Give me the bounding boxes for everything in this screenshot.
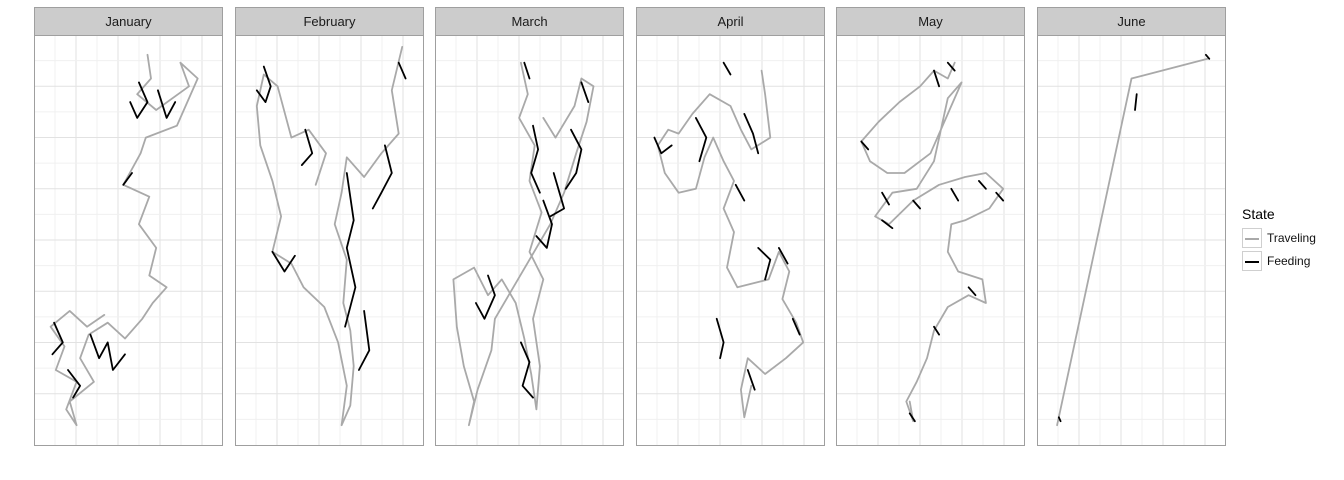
traveling-track-april bbox=[656, 69, 805, 419]
feeding-segment-april-2 bbox=[695, 117, 708, 163]
feeding-segment-march-4 bbox=[520, 341, 534, 399]
feeding-segment-april-7 bbox=[715, 317, 725, 360]
feeding-segment-january-5 bbox=[122, 172, 133, 186]
feeding-segment-may-1 bbox=[946, 61, 956, 72]
feeding-segment-january-3 bbox=[89, 333, 126, 371]
facet-label-february: February bbox=[303, 14, 356, 29]
feeding-segment-march-6 bbox=[549, 172, 565, 218]
facet-label-may: May bbox=[918, 14, 943, 29]
feeding-segment-march-3 bbox=[474, 274, 496, 320]
feeding-segment-may-4 bbox=[881, 219, 894, 230]
feeding-segment-april-8 bbox=[791, 317, 801, 336]
feeding-segment-january-4 bbox=[67, 369, 81, 399]
facet-may: May bbox=[836, 7, 1025, 446]
feeding-segment-march-2 bbox=[535, 199, 553, 249]
feeding-segment-february-6 bbox=[397, 61, 407, 80]
feeding-segment-april-6 bbox=[778, 246, 789, 265]
feeding-segment-may-2 bbox=[860, 140, 870, 151]
feeding-segment-january-0 bbox=[129, 81, 149, 119]
feeding-segment-april-0 bbox=[722, 61, 732, 76]
feeding-segment-february-2 bbox=[344, 172, 357, 328]
feeding-segment-may-6 bbox=[950, 187, 960, 202]
facet-label-june: June bbox=[1117, 14, 1145, 29]
feeding-segment-january-1 bbox=[156, 89, 177, 119]
facet-january: January bbox=[34, 7, 223, 446]
legend-title: State bbox=[1242, 206, 1275, 222]
feeding-segment-april-5 bbox=[757, 246, 772, 281]
gridlines-february bbox=[236, 36, 423, 445]
gridlines-january bbox=[35, 36, 222, 445]
feeding-segment-may-7 bbox=[978, 179, 987, 190]
feeding-segment-march-1 bbox=[530, 124, 541, 194]
feeding-segment-february-3 bbox=[271, 250, 296, 273]
feeding-segment-may-3 bbox=[881, 191, 890, 206]
feeding-segment-april-4 bbox=[734, 183, 746, 202]
feeding-segment-june-2 bbox=[1205, 53, 1211, 60]
facet-strip-january bbox=[34, 7, 223, 36]
traveling-track-january bbox=[49, 53, 199, 427]
feeding-segment-june-1 bbox=[1057, 416, 1062, 423]
traveling-track-march bbox=[452, 61, 595, 427]
facet-strip-march bbox=[435, 7, 624, 36]
legend-label-traveling: Traveling bbox=[1267, 230, 1316, 245]
feeding-segment-february-0 bbox=[255, 65, 272, 103]
feeding-segment-april-9 bbox=[746, 369, 756, 391]
feeding-segment-march-0 bbox=[523, 61, 531, 80]
facet-strip-may bbox=[836, 7, 1025, 36]
feeding-segment-january-2 bbox=[51, 321, 64, 356]
feeding-segment-may-5 bbox=[912, 199, 921, 210]
feeding-segment-april-1 bbox=[653, 136, 673, 155]
gridlines-june bbox=[1038, 36, 1225, 445]
feeding-segment-march-5 bbox=[564, 128, 583, 190]
traveling-track-february bbox=[255, 46, 404, 427]
gridlines-march bbox=[436, 36, 623, 445]
facet-label-january: January bbox=[105, 14, 152, 29]
feeding-segment-february-1 bbox=[300, 128, 314, 167]
feeding-segment-march-7 bbox=[580, 81, 590, 103]
legend-key-traveling bbox=[1242, 227, 1262, 248]
legend: State Traveling Feeding bbox=[1242, 206, 1316, 272]
facet-february: February bbox=[235, 7, 424, 446]
feeding-segment-may-9 bbox=[967, 286, 977, 297]
feeding-segment-may-10 bbox=[933, 325, 940, 336]
feeding-segment-april-3 bbox=[743, 113, 760, 155]
gridlines-may bbox=[837, 36, 1024, 445]
legend-item-feeding: Feeding bbox=[1242, 249, 1316, 272]
legend-item-traveling: Traveling bbox=[1242, 226, 1316, 249]
legend-key-feeding bbox=[1242, 250, 1262, 271]
facet-march: March bbox=[435, 7, 624, 446]
traveling-track-june bbox=[1056, 57, 1209, 427]
feeding-segment-february-5 bbox=[371, 144, 393, 210]
facet-april: April bbox=[636, 7, 825, 446]
feeding-segment-may-8 bbox=[995, 191, 1005, 202]
facet-strip-february bbox=[235, 7, 424, 36]
feeding-segment-february-4 bbox=[357, 309, 371, 371]
facet-strip-june bbox=[1037, 7, 1226, 36]
feeding-segment-june-0 bbox=[1134, 93, 1138, 111]
legend-label-feeding: Feeding bbox=[1267, 253, 1311, 268]
facet-june: June bbox=[1037, 7, 1226, 446]
feeding-segment-may-0 bbox=[933, 69, 940, 88]
feeding-segment-may-11 bbox=[908, 412, 916, 423]
gridlines-april bbox=[637, 36, 824, 445]
facet-label-march: March bbox=[511, 14, 547, 29]
facet-label-april: April bbox=[717, 14, 743, 29]
